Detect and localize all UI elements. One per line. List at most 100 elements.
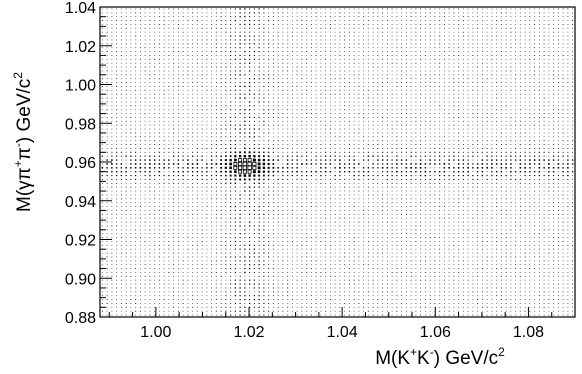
histogram-bin <box>192 23 194 25</box>
histogram-bin <box>296 237 298 239</box>
histogram-bin <box>377 120 379 122</box>
histogram-bin <box>301 128 303 130</box>
histogram-bin <box>101 144 103 146</box>
histogram-bin <box>334 136 336 138</box>
histogram-bin <box>258 287 260 289</box>
histogram-bin <box>230 120 232 122</box>
histogram-bin <box>144 260 146 262</box>
histogram-bin <box>391 302 393 304</box>
histogram-bin <box>120 310 122 312</box>
histogram-bin <box>306 140 308 142</box>
histogram-bin <box>334 217 336 219</box>
histogram-bin <box>229 151 232 154</box>
histogram-bin <box>135 299 137 301</box>
histogram-bin <box>377 35 379 37</box>
histogram-bin <box>130 70 132 72</box>
histogram-bin <box>325 275 327 277</box>
histogram-bin <box>334 287 336 289</box>
histogram-bin <box>220 163 223 165</box>
histogram-bin <box>249 12 251 14</box>
histogram-bin <box>282 244 284 246</box>
histogram-bin <box>144 109 146 111</box>
histogram-bin <box>239 78 241 80</box>
histogram-bin <box>320 225 322 227</box>
histogram-bin <box>287 240 289 242</box>
histogram-bin <box>296 120 298 122</box>
histogram-bin <box>339 82 341 84</box>
histogram-bin <box>158 136 160 138</box>
histogram-bin <box>211 128 213 130</box>
histogram-bin <box>329 229 331 231</box>
histogram-bin <box>249 97 251 99</box>
histogram-bin <box>182 194 184 196</box>
histogram-bin <box>139 237 141 239</box>
histogram-bin <box>149 182 151 184</box>
histogram-bin <box>277 120 279 122</box>
histogram-bin <box>120 256 122 258</box>
histogram-bin <box>267 174 270 177</box>
histogram-bin <box>367 151 369 153</box>
histogram-bin <box>158 295 160 297</box>
histogram-bin <box>244 275 246 277</box>
histogram-bin <box>149 151 151 153</box>
histogram-bin <box>196 70 198 72</box>
histogram-bin <box>106 58 108 60</box>
histogram-bin <box>277 283 279 285</box>
histogram-bin <box>234 268 236 270</box>
histogram-bin <box>262 170 265 173</box>
histogram-bin <box>234 202 236 204</box>
histogram-bin <box>301 109 303 111</box>
histogram-bin <box>125 178 127 180</box>
histogram-bin <box>348 144 350 146</box>
histogram-bin <box>187 194 189 196</box>
histogram-bin <box>125 109 127 111</box>
histogram-bin <box>158 302 160 304</box>
histogram-bin <box>277 213 279 215</box>
histogram-bin <box>306 85 308 87</box>
histogram-bin <box>116 89 118 91</box>
histogram-bin <box>158 287 160 289</box>
histogram-bin <box>287 213 289 215</box>
histogram-bin <box>386 295 388 297</box>
histogram-bin <box>120 66 122 68</box>
histogram-bin <box>225 155 227 158</box>
histogram-bin <box>244 35 246 37</box>
histogram-bin <box>329 206 331 208</box>
histogram-bin <box>386 291 388 293</box>
histogram-bin <box>144 113 146 115</box>
histogram-bin <box>334 310 336 312</box>
histogram-bin <box>244 93 246 95</box>
histogram-bin <box>106 302 108 304</box>
histogram-bin <box>272 310 274 312</box>
histogram-bin <box>277 198 279 200</box>
histogram-bin <box>116 74 118 76</box>
histogram-bin <box>396 202 398 204</box>
histogram-bin <box>272 47 274 49</box>
histogram-bin <box>116 101 118 103</box>
histogram-bin <box>367 16 369 18</box>
histogram-bin <box>277 291 279 293</box>
histogram-bin <box>372 43 374 45</box>
histogram-bin <box>296 178 298 180</box>
histogram-bin <box>310 109 312 111</box>
histogram-bin <box>363 237 365 239</box>
histogram-bin <box>125 120 127 122</box>
histogram-bin <box>215 252 217 254</box>
histogram-bin <box>244 113 246 115</box>
histogram-bin <box>253 233 255 235</box>
histogram-bin <box>263 287 265 289</box>
histogram-bin <box>339 291 341 293</box>
histogram-bin <box>358 62 360 64</box>
histogram-bin <box>315 221 317 223</box>
histogram-bin <box>268 43 270 45</box>
histogram-bin <box>291 120 293 122</box>
histogram-bin <box>296 97 298 99</box>
histogram-bin <box>230 31 232 33</box>
histogram-bin <box>125 27 127 29</box>
histogram-bin <box>168 47 170 49</box>
histogram-bin <box>344 144 346 146</box>
histogram-bin <box>282 51 284 53</box>
histogram-bin <box>253 306 255 308</box>
histogram-bin <box>272 109 274 111</box>
